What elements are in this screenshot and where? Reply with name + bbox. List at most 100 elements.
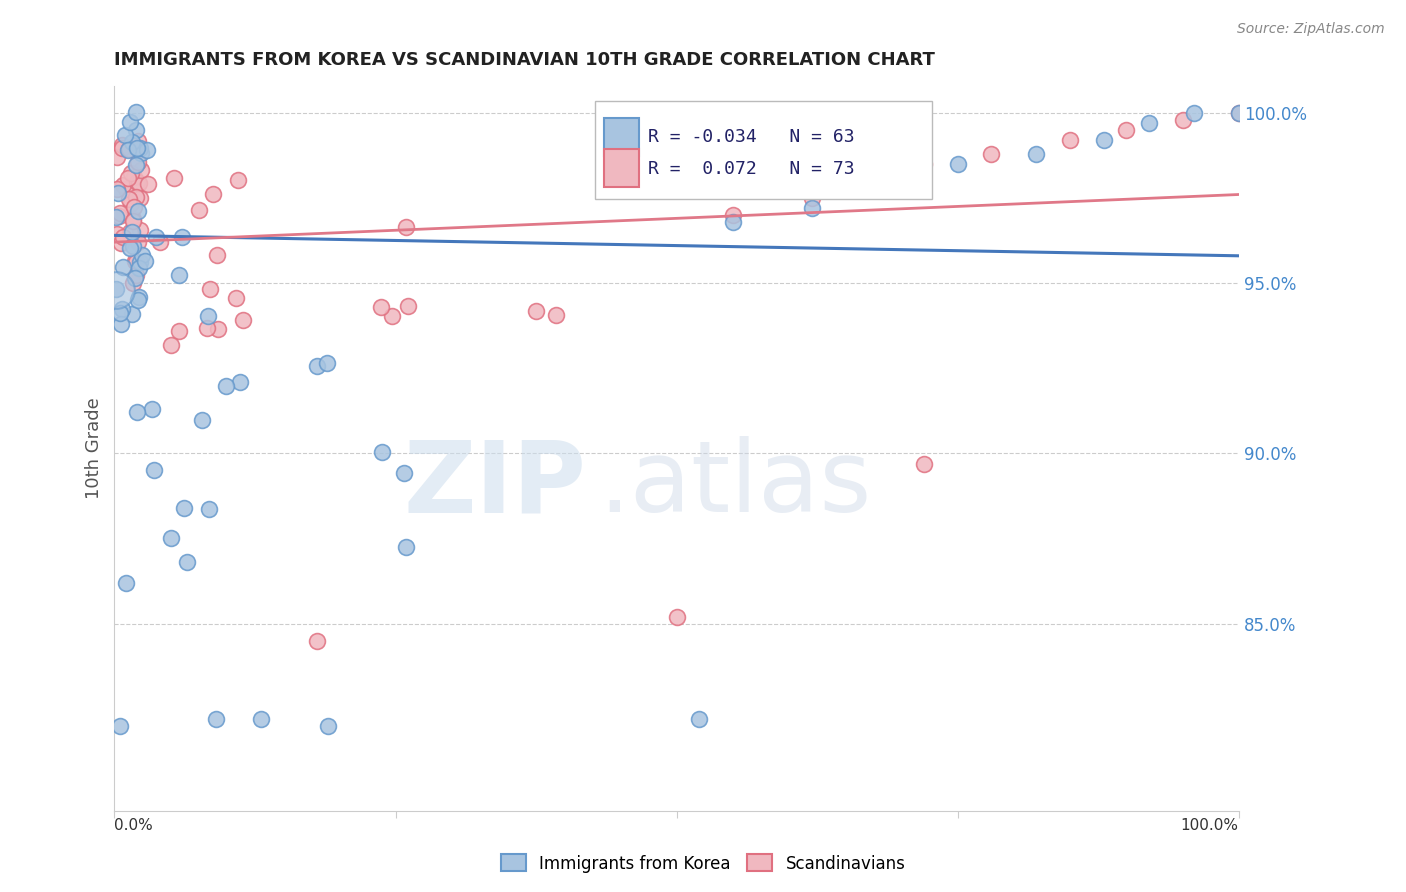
Point bbox=[316, 719, 339, 733]
Point bbox=[129, 162, 152, 177]
Point bbox=[110, 206, 132, 220]
Point bbox=[167, 268, 190, 282]
Point bbox=[125, 190, 148, 204]
Point bbox=[107, 186, 129, 201]
Point bbox=[160, 337, 183, 351]
Point bbox=[118, 241, 141, 255]
Point bbox=[249, 712, 271, 726]
Text: 0.0%: 0.0% bbox=[114, 818, 153, 833]
Point bbox=[114, 128, 136, 143]
Point bbox=[128, 260, 150, 275]
Text: IMMIGRANTS FROM KOREA VS SCANDINAVIAN 10TH GRADE CORRELATION CHART: IMMIGRANTS FROM KOREA VS SCANDINAVIAN 10… bbox=[114, 51, 935, 69]
Point bbox=[396, 299, 419, 313]
Point bbox=[544, 308, 567, 322]
Point bbox=[122, 214, 145, 228]
Point bbox=[121, 135, 143, 149]
Point bbox=[215, 379, 238, 393]
Point bbox=[201, 187, 224, 202]
Point bbox=[111, 301, 134, 316]
Point bbox=[159, 532, 181, 546]
Text: R =  0.072   N = 73: R = 0.072 N = 73 bbox=[648, 160, 855, 178]
Point bbox=[120, 166, 142, 180]
Point bbox=[316, 356, 339, 370]
Point bbox=[381, 309, 404, 323]
Point bbox=[129, 146, 152, 161]
Point bbox=[114, 182, 136, 196]
Point bbox=[124, 105, 146, 120]
Point bbox=[114, 575, 136, 590]
Text: .atlas: .atlas bbox=[598, 436, 872, 533]
Point bbox=[122, 239, 145, 253]
Point bbox=[125, 268, 148, 282]
Point bbox=[111, 137, 134, 152]
Point bbox=[226, 173, 249, 187]
Point bbox=[107, 209, 129, 223]
Point bbox=[228, 376, 250, 390]
Point bbox=[305, 633, 328, 648]
Point bbox=[524, 304, 547, 318]
Point bbox=[122, 200, 145, 214]
Point bbox=[129, 141, 152, 155]
Point bbox=[145, 229, 167, 244]
Point bbox=[117, 143, 139, 157]
Point bbox=[392, 466, 415, 480]
Point bbox=[122, 211, 145, 226]
Point bbox=[800, 191, 823, 205]
Point bbox=[197, 309, 219, 323]
Point bbox=[1025, 146, 1047, 161]
Point bbox=[129, 255, 152, 269]
Point bbox=[136, 178, 159, 192]
Point bbox=[131, 248, 153, 262]
Point bbox=[721, 215, 744, 229]
Point bbox=[207, 322, 229, 336]
Point bbox=[1115, 123, 1137, 137]
Point bbox=[127, 235, 149, 250]
Point bbox=[980, 146, 1002, 161]
Point bbox=[232, 313, 254, 327]
Point bbox=[371, 445, 394, 459]
Point bbox=[800, 201, 823, 215]
Point bbox=[1059, 133, 1081, 147]
Point bbox=[118, 143, 141, 157]
Point bbox=[105, 227, 128, 241]
FancyBboxPatch shape bbox=[603, 118, 640, 156]
Point bbox=[111, 141, 134, 155]
Point bbox=[946, 157, 969, 171]
Point bbox=[118, 193, 141, 207]
Point bbox=[111, 230, 134, 244]
Point bbox=[176, 555, 198, 569]
Point bbox=[370, 301, 392, 315]
Point bbox=[395, 540, 418, 554]
Point bbox=[110, 236, 132, 251]
Point bbox=[125, 175, 148, 189]
Point bbox=[125, 142, 148, 156]
Point bbox=[127, 134, 149, 148]
Point bbox=[128, 191, 150, 205]
Point bbox=[105, 210, 128, 224]
Point bbox=[1137, 116, 1160, 130]
Point bbox=[868, 180, 890, 194]
Point bbox=[197, 501, 219, 516]
Point bbox=[127, 204, 149, 219]
Point bbox=[128, 290, 150, 304]
Point bbox=[149, 235, 172, 250]
Point bbox=[1182, 105, 1205, 120]
Point bbox=[128, 176, 150, 190]
Point bbox=[118, 225, 141, 239]
Point bbox=[108, 719, 131, 733]
Text: ZIP: ZIP bbox=[404, 436, 586, 533]
Point bbox=[124, 270, 146, 285]
Point bbox=[135, 143, 157, 157]
Point bbox=[111, 260, 134, 274]
Point bbox=[125, 254, 148, 268]
Point bbox=[169, 324, 191, 338]
Point bbox=[868, 174, 890, 188]
Point bbox=[111, 178, 134, 192]
Point bbox=[1171, 112, 1194, 127]
Point bbox=[307, 359, 329, 373]
Point bbox=[225, 291, 247, 305]
Legend: Immigrants from Korea, Scandinavians: Immigrants from Korea, Scandinavians bbox=[494, 847, 912, 880]
Point bbox=[128, 223, 150, 237]
Text: R = -0.034   N = 63: R = -0.034 N = 63 bbox=[648, 128, 855, 146]
Point bbox=[187, 202, 209, 217]
